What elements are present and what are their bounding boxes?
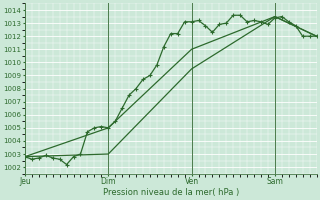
X-axis label: Pression niveau de la mer( hPa ): Pression niveau de la mer( hPa ) <box>103 188 239 197</box>
